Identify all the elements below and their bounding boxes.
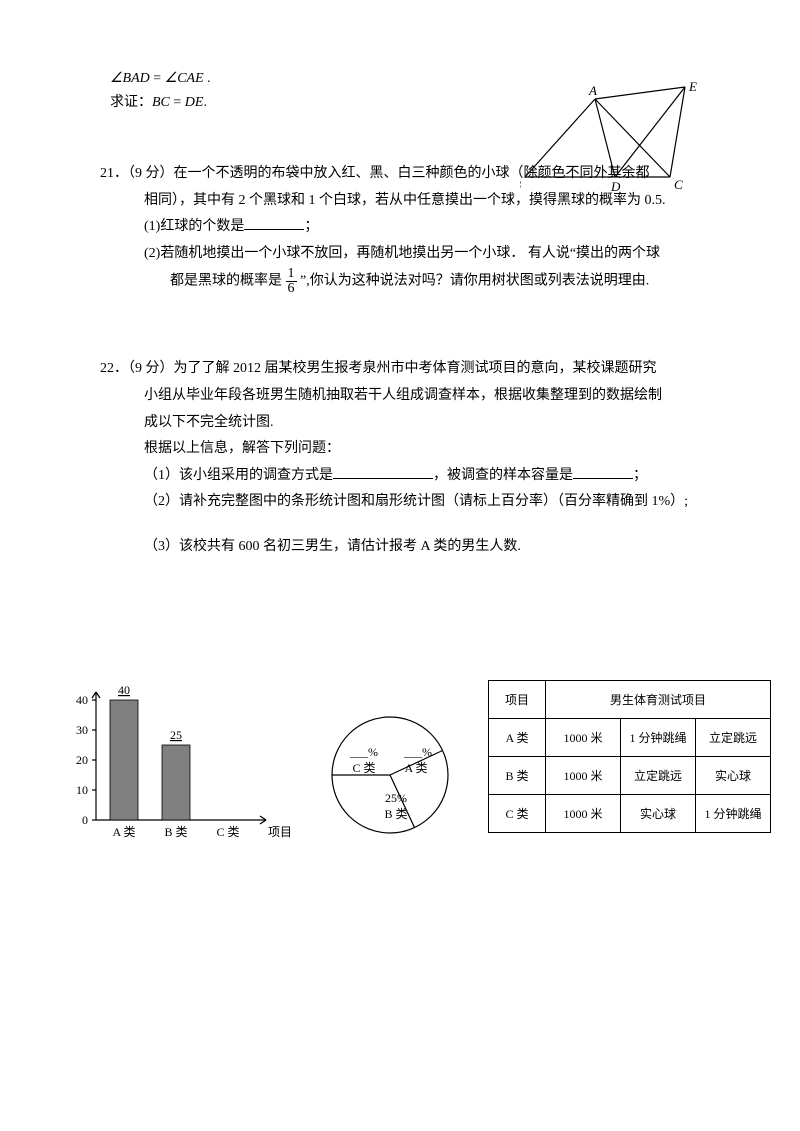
q22-part3: （3）该校共有 600 名初三男生，请估计报考 A 类的男生人数.: [100, 534, 720, 561]
question-22: 22．（9 分）为了了解 2012 届某校男生报考泉州市中考体育测试项目的意向，…: [100, 356, 720, 560]
bar-chart-svg: 0 10 20 30 40 40 A 类 25 B 类 C 类 项目: [60, 680, 290, 850]
sport-table: 项目 男生体育测试项目 A 类 1000 米 1 分钟跳绳 立定跳远 B 类 1…: [488, 680, 771, 833]
svg-text:D: D: [610, 179, 621, 194]
pie-chart: ___% C 类 ___% A 类 25% B 类: [310, 680, 470, 850]
svg-text:C: C: [674, 177, 683, 192]
svg-text:项目: 项目: [268, 825, 290, 839]
svg-text:20: 20: [76, 753, 88, 767]
svg-text:___%: ___%: [403, 745, 432, 759]
svg-text:A 类: A 类: [404, 761, 427, 775]
th-main: 男生体育测试项目: [546, 681, 771, 719]
svg-text:30: 30: [76, 723, 88, 737]
svg-text:A: A: [588, 83, 597, 98]
th-project: 项目: [489, 681, 546, 719]
prove-prefix: 求证：: [110, 95, 152, 110]
q21-part1: (1)红球的个数是；: [100, 214, 720, 241]
blank-red-count: [244, 215, 304, 230]
svg-text:40: 40: [76, 693, 88, 707]
svg-text:C 类: C 类: [216, 825, 239, 839]
blank-survey-method: [333, 464, 433, 479]
q22-part2: （2）请补充完整图中的条形统计图和扇形统计图（请标上百分率）（百分率精确到 1%…: [100, 489, 720, 516]
svg-text:___%: ___%: [349, 745, 378, 759]
fraction-1-6: 1 6: [286, 267, 297, 296]
svg-text:25: 25: [170, 728, 182, 742]
svg-text:E: E: [688, 80, 697, 94]
eq-sign: =: [153, 71, 161, 86]
q22-line4: 根据以上信息，解答下列问题：: [100, 436, 720, 463]
pie-chart-svg: ___% C 类 ___% A 类 25% B 类: [310, 680, 470, 850]
svg-text:25%: 25%: [385, 791, 407, 805]
q22-line2: 小组从毕业年段各班男生随机抽取若干人组成调查样本，根据收集整理到的数据绘制: [100, 383, 720, 410]
svg-text:B: B: [520, 177, 521, 192]
svg-text:10: 10: [76, 783, 88, 797]
q22-number: 22．: [100, 361, 128, 376]
table-row: A 类 1000 米 1 分钟跳绳 立定跳远: [489, 719, 771, 757]
svg-text:B 类: B 类: [384, 807, 407, 821]
bc: BC: [152, 95, 170, 110]
q21-points: （9 分）: [128, 166, 174, 181]
geometry-figure: A B C D E: [520, 80, 700, 200]
angle-bad: ∠BAD: [110, 71, 150, 86]
q21-number: 21．: [100, 166, 128, 181]
svg-text:A 类: A 类: [112, 825, 135, 839]
angle-cae: ∠CAE: [165, 71, 204, 86]
table-row: C 类 1000 米 实心球 1 分钟跳绳: [489, 795, 771, 833]
bar-chart: 0 10 20 30 40 40 A 类 25 B 类 C 类 项目: [60, 680, 290, 860]
q22-part1: （1）该小组采用的调查方式是，被调查的样本容量是；: [100, 463, 720, 490]
svg-text:40: 40: [118, 683, 130, 697]
q21-part2-b: 都是黑球的概率是 1 6 ”,你认为这种说法对吗？请你用树状图或列表法说明理由.: [100, 267, 720, 296]
blank-sample-size: [573, 464, 633, 479]
table-row: B 类 1000 米 立定跳远 实心球: [489, 757, 771, 795]
svg-text:C 类: C 类: [352, 761, 375, 775]
q22-line1: 22．（9 分）为了了解 2012 届某校男生报考泉州市中考体育测试项目的意向，…: [100, 356, 720, 383]
q22-points: （9 分）: [128, 361, 174, 376]
de: DE: [185, 95, 204, 110]
charts-row: 01020304040A 类25B 类C 类项目 ___%C 类___%A 类2…: [60, 680, 780, 880]
svg-text:0: 0: [82, 813, 88, 827]
q21-part2-a: (2)若随机地摸出一个小球不放回，再随机地摸出另一个小球． 有人说“摸出的两个球: [100, 241, 720, 268]
table-header-row: 项目 男生体育测试项目: [489, 681, 771, 719]
svg-text:B 类: B 类: [164, 825, 187, 839]
q22-line3: 成以下不完全统计图.: [100, 410, 720, 437]
